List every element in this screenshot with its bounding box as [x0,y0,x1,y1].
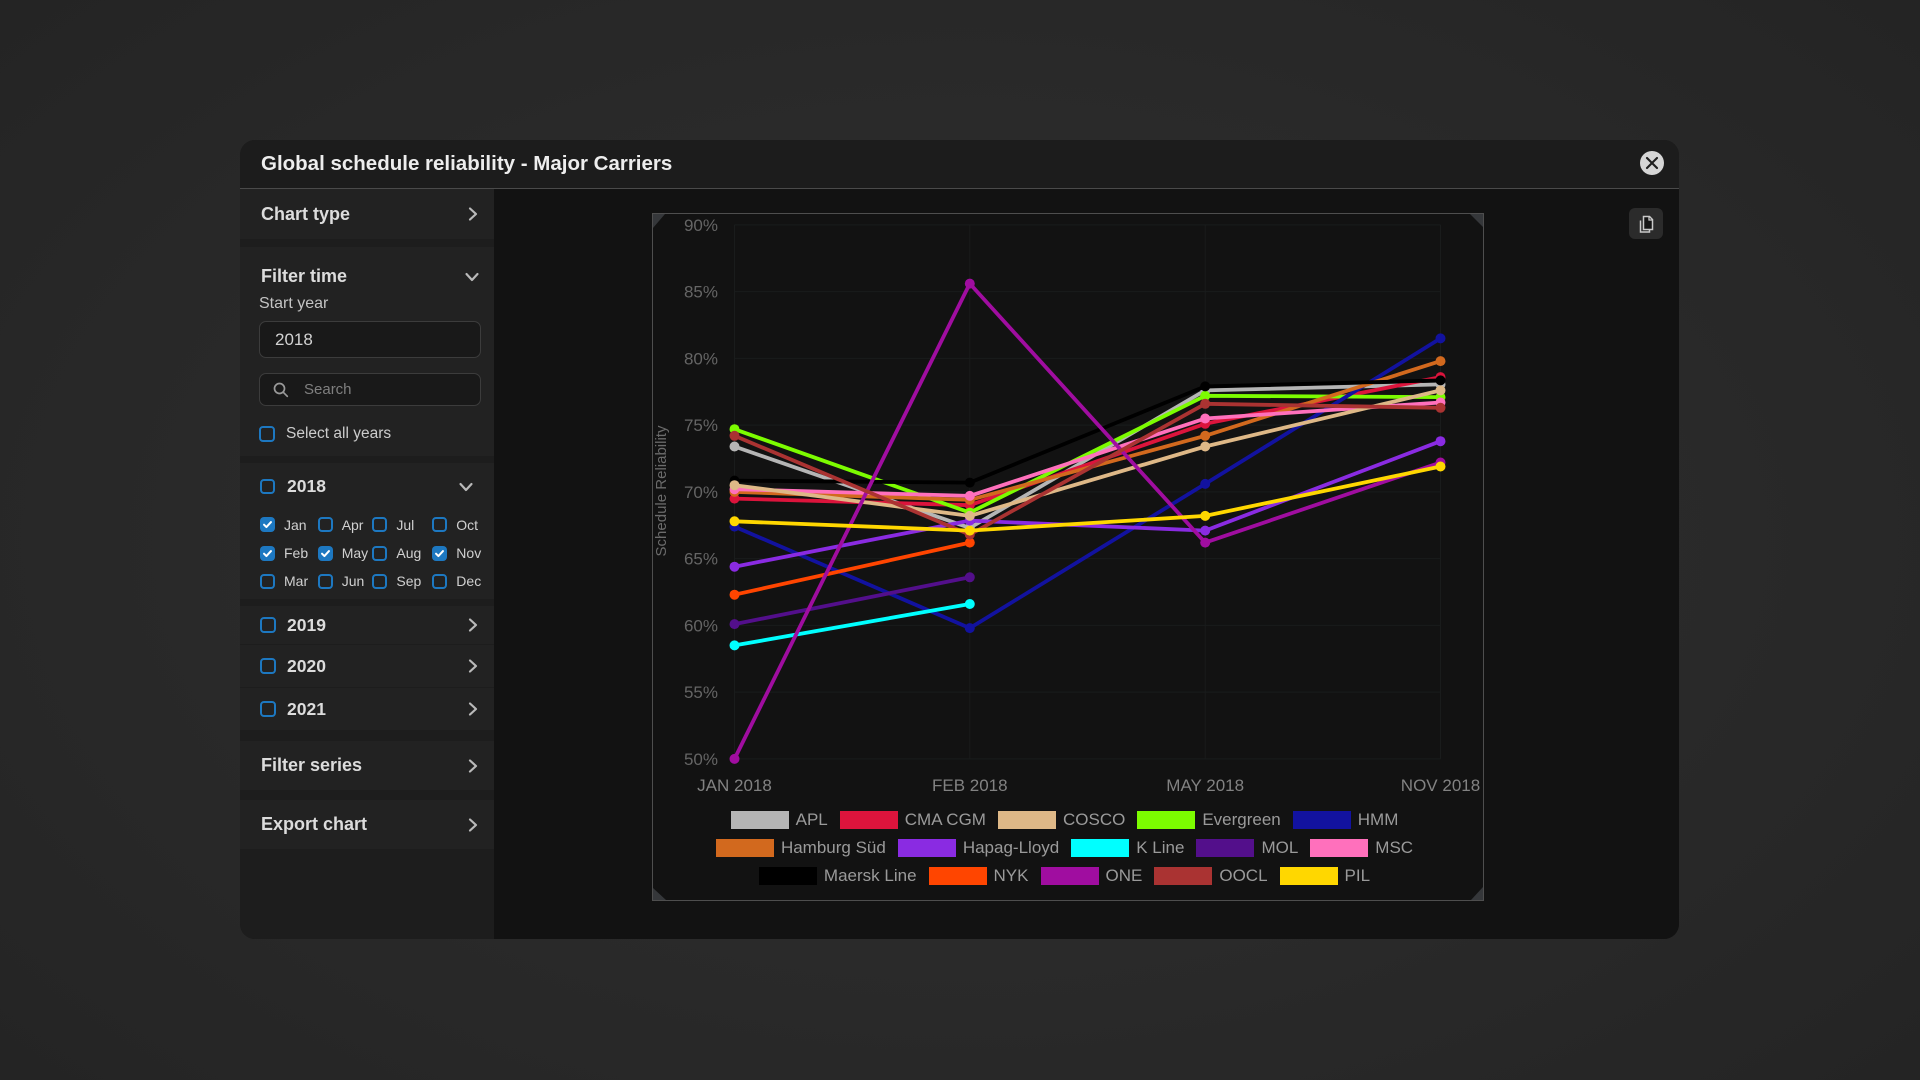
svg-text:Schedule Reliability: Schedule Reliability [653,425,670,556]
svg-text:60%: 60% [683,616,717,635]
svg-text:75%: 75% [683,416,717,435]
svg-text:MAY 2018: MAY 2018 [1166,775,1244,794]
svg-text:85%: 85% [683,282,717,301]
svg-text:FEB 2018: FEB 2018 [931,775,1007,794]
svg-text:80%: 80% [683,349,717,368]
svg-text:JAN 2018: JAN 2018 [697,775,772,794]
svg-text:65%: 65% [683,549,717,568]
svg-text:50%: 50% [683,749,717,768]
svg-text:90%: 90% [683,215,717,234]
svg-text:NOV 2018: NOV 2018 [1400,775,1479,794]
svg-text:70%: 70% [683,482,717,501]
svg-text:55%: 55% [683,683,717,702]
